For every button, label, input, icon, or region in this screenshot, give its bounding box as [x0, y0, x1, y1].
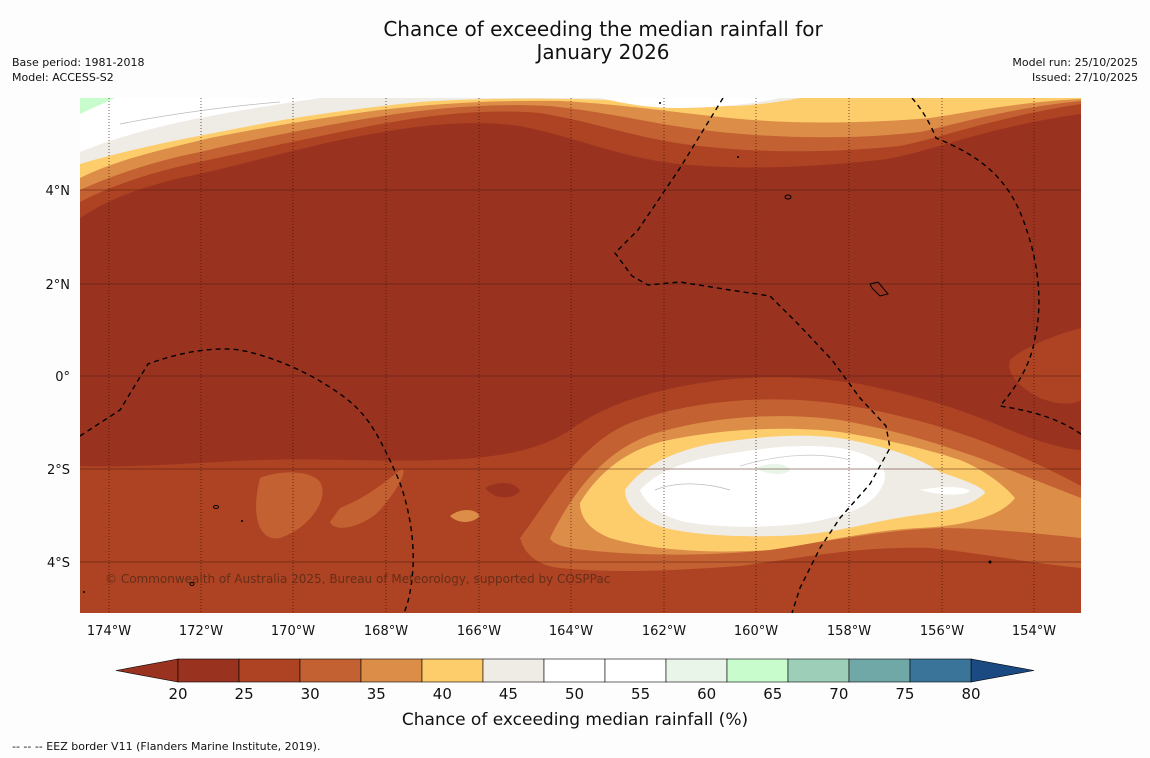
colorbar-segment: [360, 658, 423, 683]
run-info: Model run: 25/10/2025 Issued: 27/10/2025: [1012, 55, 1138, 85]
colorbar-segment: [543, 658, 606, 683]
colorbar-segment: [177, 658, 240, 683]
title-line-2: January 2026: [536, 40, 670, 64]
region-south-55b: [920, 487, 970, 495]
colorbar-tick-label: 40: [433, 685, 452, 703]
lon-label: 170°W: [271, 624, 315, 639]
issued-date: Issued: 27/10/2025: [1031, 71, 1138, 84]
region-south-low: [485, 482, 520, 498]
colorbar-tick-label: 80: [961, 685, 980, 703]
lat-label: 4°N: [46, 184, 71, 199]
colorbar-segment: [482, 658, 545, 683]
islands: [189, 194, 889, 586]
island-7: [241, 520, 243, 522]
colorbar-segment: [787, 658, 850, 683]
copyright-notice: © Commonwealth of Australia 2025, Bureau…: [105, 572, 611, 586]
model-run-date: Model run: 25/10/2025: [1012, 56, 1138, 69]
lon-label: 166°W: [457, 624, 501, 639]
contour-line-north: [119, 101, 281, 125]
lon-label: 174°W: [87, 624, 131, 639]
colorbar-segment: [421, 658, 484, 683]
lon-label: 158°W: [827, 624, 871, 639]
colorbar-segment: [726, 658, 789, 683]
longitude-gridlines: [108, 98, 1035, 613]
colorbar-segment: [299, 658, 362, 683]
region-south-30a: [256, 472, 323, 539]
eez-border-east: [911, 98, 1081, 435]
lon-label: 172°W: [179, 624, 223, 639]
model-name: Model: ACCESS-S2: [12, 71, 114, 84]
island-4: [189, 582, 195, 586]
lat-label: 4°S: [47, 556, 70, 571]
region-north-50b: [600, 98, 780, 108]
lat-label: 0°: [55, 370, 70, 385]
colorbar: 20 25 30 35 40 45 50 55 60 65 70 75 80: [115, 658, 1035, 703]
model-info: Base period: 1981-2018 Model: ACCESS-S2: [12, 55, 144, 85]
colorbar-tick-label: 70: [829, 685, 848, 703]
lat-label: 2°N: [46, 278, 71, 293]
island-2: [869, 281, 889, 297]
island-1: [784, 194, 792, 200]
lat-label: 2°S: [47, 463, 70, 478]
colorbar-segment: [665, 658, 728, 683]
region-south-55: [725, 450, 874, 500]
colorbar-segment: [604, 658, 667, 683]
colorbar-over-arrow: [970, 658, 1035, 683]
colorbar-tick-label: 45: [499, 685, 518, 703]
rainfall-map: [80, 98, 1081, 613]
base-period: Base period: 1981-2018: [12, 56, 145, 69]
island-8: [83, 591, 85, 593]
region-south-35b: [450, 510, 480, 522]
eez-borders: [80, 98, 1081, 613]
region-east-25: [1009, 328, 1081, 404]
colorbar-tick-label: 75: [895, 685, 914, 703]
eez-footnote: -- -- -- EEZ border V11 (Flanders Marine…: [12, 740, 321, 753]
latitude-gridlines: [80, 189, 1081, 563]
lon-label: 154°W: [1012, 624, 1056, 639]
island-9: [988, 560, 992, 564]
colorbar-tick-label: 55: [631, 685, 650, 703]
lon-label: 156°W: [920, 624, 964, 639]
colorbar-tick-label: 20: [168, 685, 187, 703]
longitude-labels: 174°W 172°W 170°W 168°W 166°W 164°W 162°…: [87, 624, 1056, 639]
region-south-30b: [330, 469, 404, 528]
island-6: [737, 156, 739, 158]
colorbar-tick-label: 60: [697, 685, 716, 703]
lon-label: 162°W: [642, 624, 686, 639]
colorbar-tick-label: 50: [565, 685, 584, 703]
colorbar-tick-label: 65: [763, 685, 782, 703]
lon-label: 168°W: [364, 624, 408, 639]
contour-line-south-b: [739, 454, 851, 467]
region-north-50: [80, 98, 320, 152]
island-5: [659, 102, 661, 104]
contour-line-south: [654, 483, 731, 491]
lon-label: 164°W: [549, 624, 593, 639]
region-north-60: [80, 98, 115, 114]
colorbar-tick-label: 35: [367, 685, 386, 703]
colorbar-under-arrow: [115, 658, 179, 683]
region-north-40: [80, 98, 1081, 178]
colorbar-segment: [909, 658, 972, 683]
eez-border-central: [614, 98, 891, 613]
lon-label: 160°W: [734, 624, 778, 639]
colorbar-tick-label: 30: [301, 685, 320, 703]
region-north-45: [80, 98, 800, 164]
island-3: [213, 505, 219, 509]
map-title: Chance of exceeding the median rainfall …: [300, 18, 906, 64]
title-line-1: Chance of exceeding the median rainfall …: [383, 17, 823, 41]
colorbar-tick-label: 25: [235, 685, 254, 703]
eez-border-west: [80, 348, 414, 613]
colorbar-title: Chance of exceeding median rainfall (%): [401, 710, 749, 730]
colorbar-segment: [848, 658, 911, 683]
map-area: [80, 98, 1081, 613]
colorbar-segment: [238, 658, 301, 683]
latitude-labels: 4°N 2°N 0° 2°S 4°S: [46, 184, 71, 571]
